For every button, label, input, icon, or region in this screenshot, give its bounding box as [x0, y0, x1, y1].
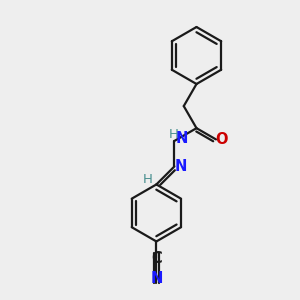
Text: N: N: [175, 159, 187, 174]
Text: C: C: [151, 251, 162, 266]
Text: N: N: [175, 131, 188, 146]
Text: H: H: [143, 173, 153, 186]
Text: O: O: [215, 132, 227, 147]
Text: N: N: [150, 271, 163, 286]
Text: H: H: [168, 128, 178, 141]
